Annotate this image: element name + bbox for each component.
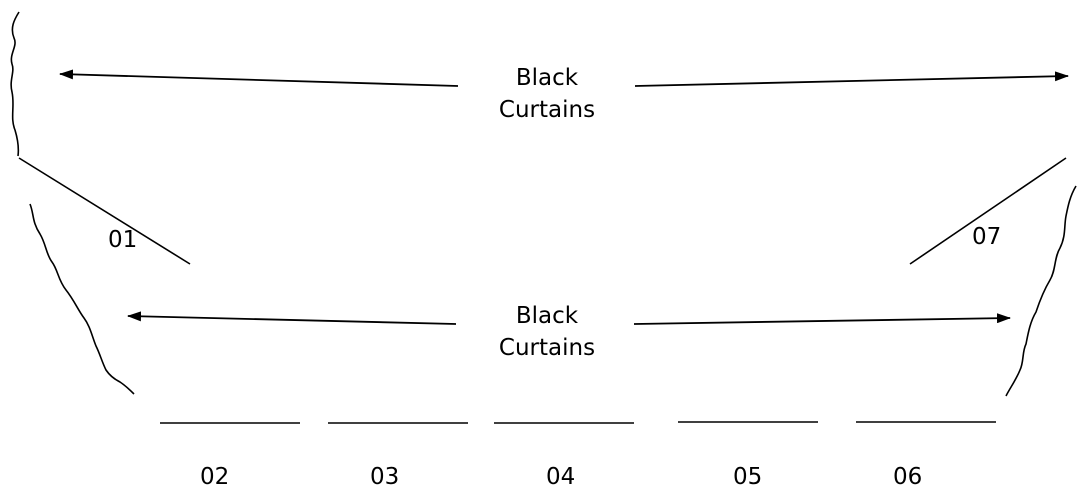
left-upper-curtain-edge — [10, 11, 20, 157]
wing-line-01 — [18, 157, 191, 265]
wing-line-07 — [909, 157, 1067, 265]
upper-curtain-label-line2: Curtains — [498, 97, 596, 123]
upper-right-arrow — [634, 71, 1069, 87]
position-label-06: 06 — [893, 464, 923, 490]
lower-right-arrow — [633, 313, 1011, 325]
right-lower-curtain-edge — [1005, 185, 1077, 397]
lower-curtain-label-line1: Black — [515, 303, 579, 329]
position-label-05: 05 — [733, 464, 763, 490]
position-label-01: 01 — [108, 227, 138, 253]
upper-curtain-label-line1: Black — [515, 65, 579, 91]
left-lower-curtain-edge — [29, 203, 135, 395]
position-label-04: 04 — [546, 464, 576, 490]
lower-curtain-label: Black Curtains — [462, 300, 632, 364]
upper-curtain-label: Black Curtains — [462, 62, 632, 126]
lower-left-arrow — [127, 311, 457, 325]
lower-curtain-label-line2: Curtains — [498, 335, 596, 361]
upper-left-arrow — [59, 69, 459, 87]
position-label-03: 03 — [370, 464, 400, 490]
position-label-07: 07 — [972, 224, 1002, 250]
position-label-02: 02 — [200, 464, 230, 490]
